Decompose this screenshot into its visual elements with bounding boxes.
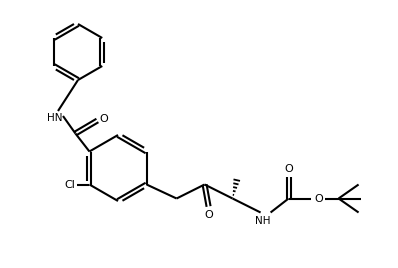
Text: HN: HN [47, 113, 63, 123]
Text: O: O [99, 114, 108, 124]
Text: O: O [284, 163, 293, 173]
Text: O: O [314, 193, 323, 203]
Text: NH: NH [255, 215, 270, 225]
Text: Cl: Cl [64, 180, 75, 189]
Text: O: O [204, 210, 213, 219]
